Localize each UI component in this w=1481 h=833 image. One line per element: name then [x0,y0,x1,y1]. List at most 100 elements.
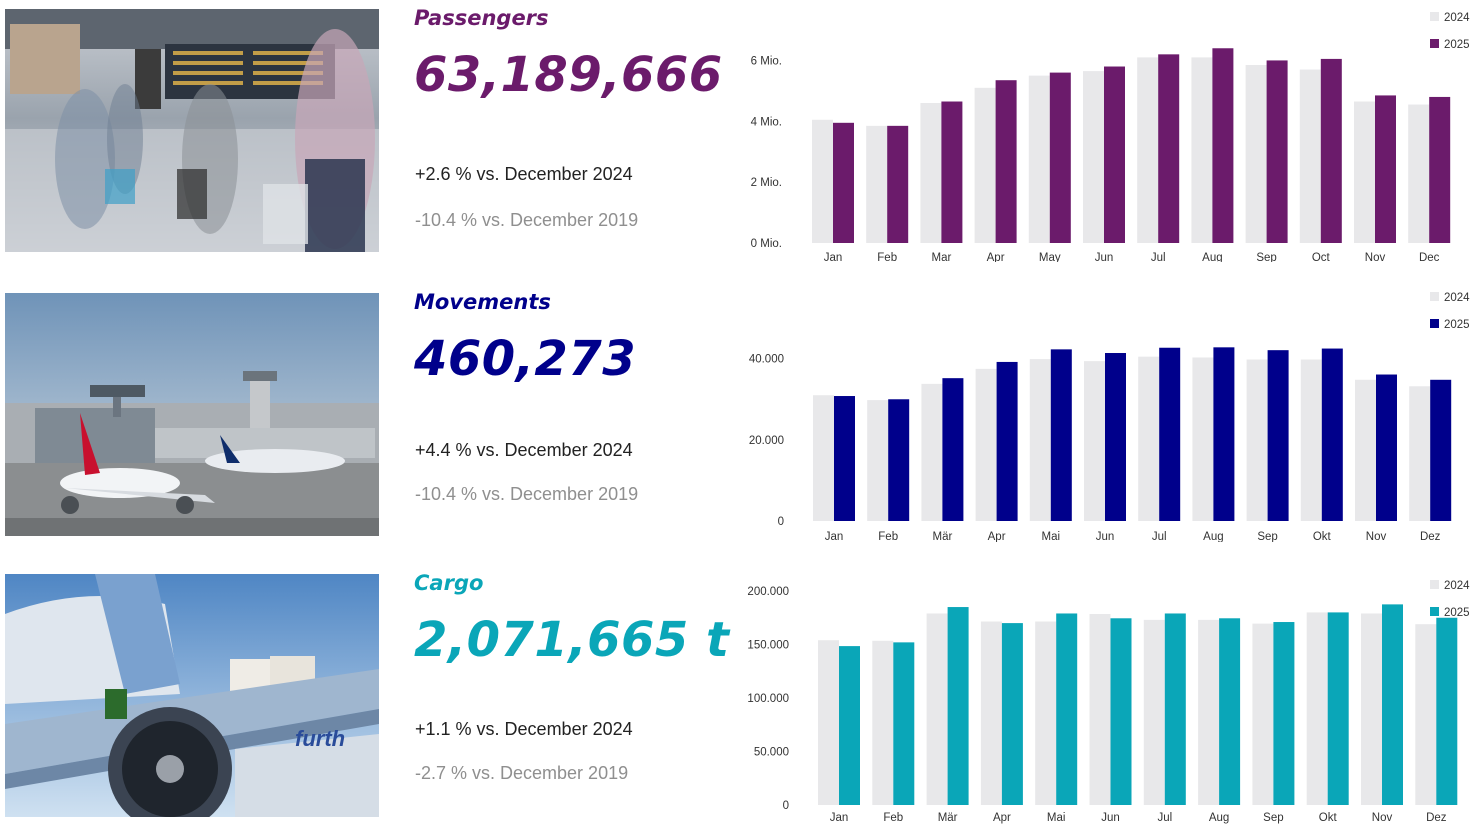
bar-2024-Mai [1035,621,1057,805]
legend-swatch-2025 [1430,319,1439,328]
x-tick-label: Jun [1096,531,1115,542]
bar-2025-Mai [1056,613,1078,805]
comparison-previous-year: +4.4 % vs. December 2024 [415,440,633,460]
bar-2024-Aug [1198,619,1220,805]
bar-2025-Nov [1376,374,1397,521]
bar-2024-Dez [1415,624,1437,805]
x-tick-label: Nov [1372,812,1393,824]
bar-2025-Mai [1050,349,1072,521]
bar-2025-Apr [995,80,1017,243]
x-tick-label: Jun [1101,812,1120,824]
movements-bar-chart: 0 20.000 40.000 Jan Feb Mär Apr Mai Jun Jul Aug Sep… [749,292,1470,542]
bar-2025-Feb [888,399,910,521]
y-tick-label: 20.000 [749,435,784,447]
comparison-previous-year: +2.6 % vs. December 2024 [415,164,633,184]
bar-2024-Sep [1245,64,1267,243]
bar-2024-May [1028,75,1050,244]
x-tick-label: Dez [1426,812,1447,824]
section-title: Movements [414,290,551,314]
legend-swatch-2024 [1430,580,1439,589]
cargo-loading-photo: furth [5,574,379,817]
bar-2025-Jul [1159,347,1181,521]
y-tick-label: 40.000 [749,354,784,366]
bar-2025-May [1049,72,1071,243]
bar-2024-Jul [1138,356,1160,521]
bar-2024-Nov [1361,613,1382,805]
cargo-bar-chart: 0 50.000 100.000 150.000 200.000 Jan Feb Mär Apr… [747,580,1470,824]
bar-2025-Aug [1219,618,1241,805]
bar-2025-Mar [941,101,963,243]
bar-2024-Jan [813,395,834,521]
bar-2025-Dec [1429,96,1451,243]
bar-2024-Apr [975,368,997,521]
bar-2024-Aug [1191,57,1213,244]
y-tick-label: 4 Mio. [751,116,782,128]
x-tick-label: Okt [1319,812,1338,824]
passengers-section: Passengers 63,189,666 +2.6 % vs. Decembe… [0,6,1481,262]
bar-2024-Jun [1083,71,1104,243]
kpi-value: 2,071,665 t [414,612,730,668]
legend-swatch-2024 [1430,12,1439,21]
x-tick-label: Dec [1419,252,1440,262]
x-tick-label: Nov [1365,252,1386,262]
bar-2025-Dez [1430,379,1452,521]
bar-2025-Jul [1164,613,1186,805]
cargo-section: furth Cargo 2,071,665 t +1.1 % vs. Decem… [0,571,1481,824]
x-tick-label: Jan [830,812,849,824]
aircraft-at-gate-photo [5,293,379,536]
legend-swatch-2025 [1430,39,1439,48]
bar-2024-Apr [980,621,1002,805]
bar-2025-Feb [893,642,915,805]
bar-2025-Sep [1266,60,1288,243]
legend-label-2025: 2025 [1444,319,1470,331]
x-tick-label: Sep [1256,252,1276,262]
bar-2024-Feb [866,125,888,243]
x-tick-label: Jul [1152,531,1167,542]
bar-2024-Sep [1252,623,1274,805]
bar-2024-Jan [812,119,833,243]
x-tick-label: Oct [1312,252,1331,262]
legend-label-2024: 2024 [1444,292,1470,304]
x-tick-label: Aug [1209,812,1229,824]
bar-2024-Dec [1408,104,1430,243]
x-tick-label: Mai [1047,812,1066,824]
comparison-previous-year: +1.1 % vs. December 2024 [415,719,633,739]
x-tick-label: Apr [988,531,1006,542]
section-title: Passengers [414,6,549,30]
bar-2025-Mär [942,378,964,521]
bar-2025-Nov [1382,604,1403,805]
bar-2025-Apr [996,361,1018,521]
bar-2025-Aug [1212,48,1234,243]
bar-2025-Apr [1001,623,1023,805]
bar-2025-Jan [833,122,854,243]
bar-2025-Sep [1267,350,1289,521]
bar-2024-Feb [872,640,894,805]
kpi-value: 63,189,666 [414,47,723,103]
x-tick-label: Dez [1420,531,1441,542]
bar-2024-Mär [926,613,948,805]
x-tick-label: Feb [877,252,897,262]
x-tick-label: Sep [1263,812,1283,824]
bar-2025-Mär [947,607,969,805]
bar-2024-Aug [1192,357,1214,521]
x-tick-label: Mar [931,252,951,262]
bar-2025-Jan [834,396,855,521]
bar-2025-Okt [1321,348,1343,521]
bar-2025-Dez [1436,617,1458,805]
x-tick-label: Aug [1203,531,1223,542]
x-tick-label: Nov [1366,531,1387,542]
y-tick-label: 0 [783,800,789,812]
kpi-value: 460,273 [414,331,637,387]
fuselage-lettering: furth [295,726,345,751]
x-tick-label: Jun [1095,252,1114,262]
section-title: Cargo [414,571,484,595]
y-tick-label: 150.000 [747,640,789,652]
airport-terminal-crowd-photo [5,9,379,252]
bar-2024-Mai [1029,359,1051,521]
legend-label-2025: 2025 [1444,39,1470,51]
bar-2025-Aug [1213,347,1235,521]
bar-2024-Jun [1089,614,1111,805]
bar-2024-Jul [1143,619,1165,805]
x-tick-label: Okt [1313,531,1332,542]
x-tick-label: Sep [1257,531,1277,542]
